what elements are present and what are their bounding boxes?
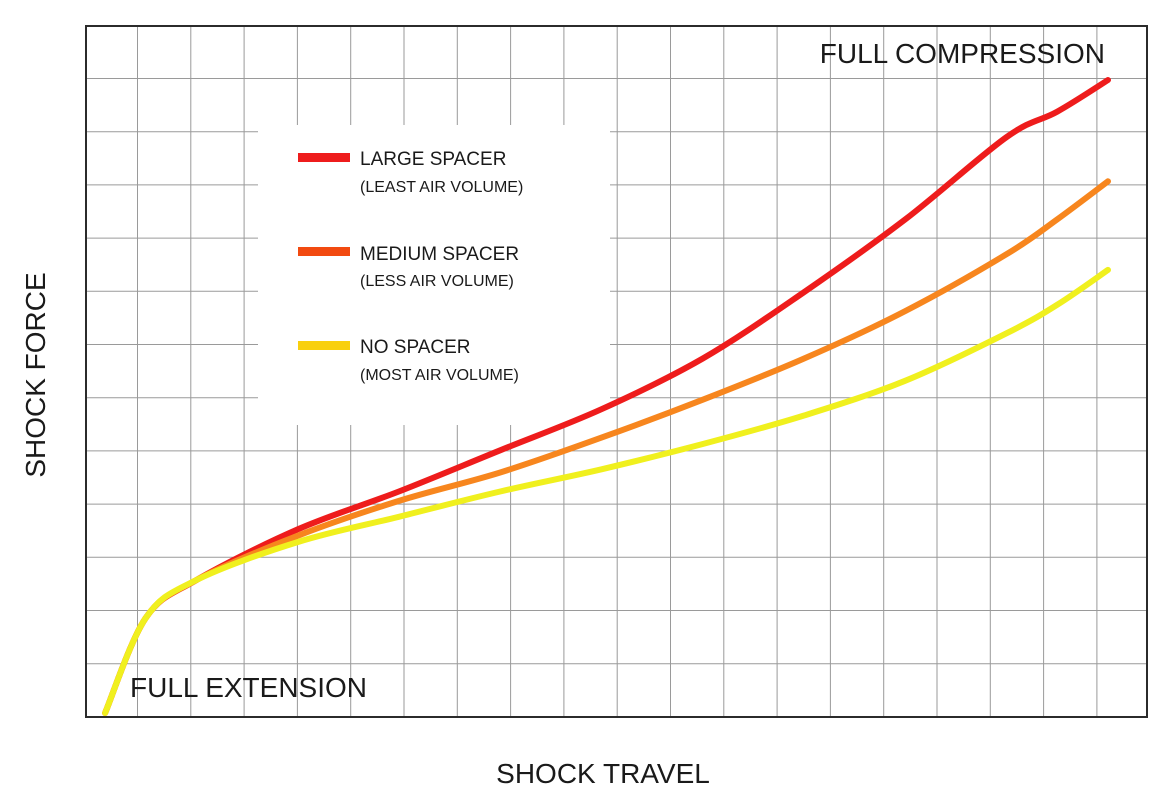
legend-item-no-spacer: NO SPACER (MOST AIR VOLUME) bbox=[298, 337, 519, 384]
full-extension-label: FULL EXTENSION bbox=[130, 672, 367, 703]
legend-swatch-medium-spacer bbox=[298, 247, 350, 256]
legend-item-large-spacer: LARGE SPACER (LEAST AIR VOLUME) bbox=[298, 149, 523, 196]
legend-label-large-spacer: LARGE SPACER bbox=[360, 149, 506, 170]
series-line-no-spacer bbox=[102, 266, 1111, 716]
legend-label-medium-spacer: MEDIUM SPACER bbox=[360, 244, 519, 265]
legend-swatch-no-spacer bbox=[298, 341, 350, 350]
legend-item-medium-spacer: MEDIUM SPACER (LESS AIR VOLUME) bbox=[298, 244, 519, 290]
legend-background bbox=[258, 125, 610, 425]
legend-label-no-spacer: NO SPACER bbox=[360, 337, 471, 358]
legend: LARGE SPACER (LEAST AIR VOLUME) MEDIUM S… bbox=[298, 149, 523, 384]
grid bbox=[86, 26, 1147, 717]
y-axis-title: SHOCK FORCE bbox=[20, 272, 51, 477]
plot-border bbox=[85, 25, 1148, 718]
legend-note-large-spacer: (LEAST AIR VOLUME) bbox=[360, 179, 523, 196]
series-lines bbox=[102, 77, 1111, 716]
legend-note-no-spacer: (MOST AIR VOLUME) bbox=[360, 367, 519, 384]
x-axis-title: SHOCK TRAVEL bbox=[496, 758, 710, 789]
full-compression-label: FULL COMPRESSION bbox=[820, 38, 1105, 69]
legend-note-medium-spacer: (LESS AIR VOLUME) bbox=[360, 273, 514, 290]
legend-swatch-large-spacer bbox=[298, 153, 350, 162]
